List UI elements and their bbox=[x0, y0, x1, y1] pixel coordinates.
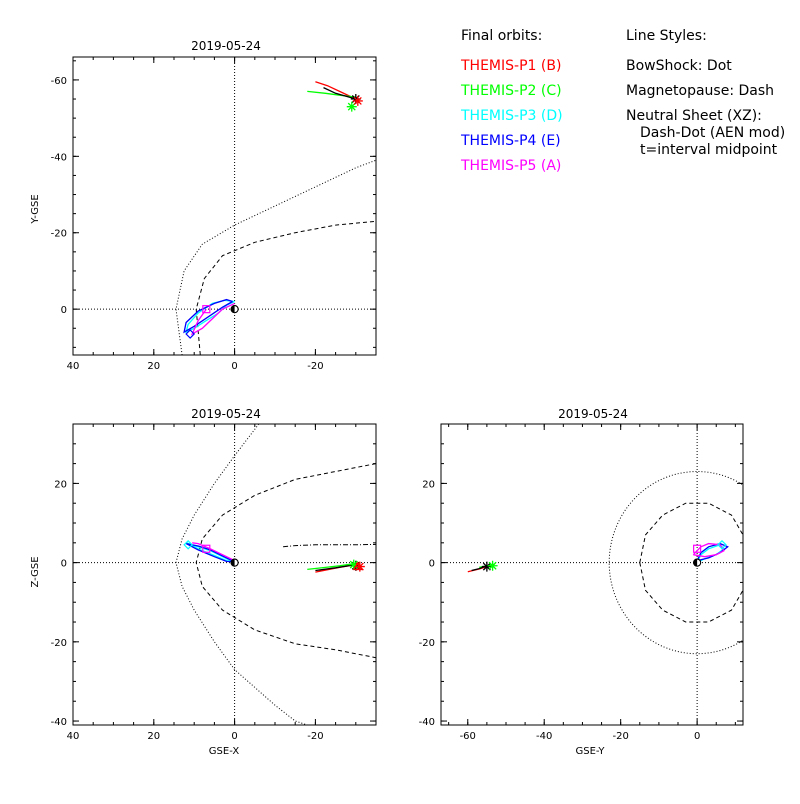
panel-xy-plot: 40 20 0 -20 0 -20 -40 -60 bbox=[51, 56, 377, 372]
x-tick-label: 0 bbox=[231, 361, 237, 372]
legend-entry-p3: THEMIS-P3 (D) bbox=[460, 108, 563, 124]
diamond-marker bbox=[717, 539, 727, 550]
y-tick-label: 0 bbox=[429, 559, 435, 570]
x-tick-label: -20 bbox=[307, 361, 323, 372]
plot-frame bbox=[72, 56, 377, 356]
x-tick-label: 20 bbox=[147, 731, 160, 742]
line-style-magnetopause: Magnetopause: Dash bbox=[626, 83, 774, 99]
y-tick-label: -20 bbox=[419, 638, 435, 649]
bowshock-line bbox=[175, 159, 376, 355]
square-marker bbox=[202, 544, 211, 553]
panel-xz-title: 2019-05-24 bbox=[191, 407, 261, 421]
panel-yz-xlabel: GSE-Y bbox=[576, 746, 606, 757]
earth-night-side bbox=[231, 305, 235, 313]
plot-content bbox=[73, 424, 376, 725]
diamond-marker bbox=[185, 329, 196, 339]
star-marker bbox=[481, 561, 492, 572]
x-tick-label: -20 bbox=[307, 731, 323, 742]
plot-frame bbox=[72, 423, 377, 726]
y-tick-label: -20 bbox=[51, 638, 67, 649]
neutral-sheet-line bbox=[283, 543, 376, 548]
y-tick-label: 20 bbox=[54, 479, 67, 490]
panel-xz: 2019-05-24 Z-GSE GSE-X 40 20 0 -20 -40 -20 0 20 bbox=[30, 407, 377, 757]
panel-xy: 2019-05-24 Y-GSE 40 20 0 -20 0 -20 -40 -60 bbox=[30, 39, 377, 372]
line-style-dash-dot: Dash-Dot (AEN mod) bbox=[640, 125, 785, 141]
line-style-bowshock: BowShock: Dot bbox=[626, 58, 732, 74]
line-styles-title: Line Styles: bbox=[626, 28, 707, 44]
legend-entry-p5: THEMIS-P5 (A) bbox=[460, 158, 561, 174]
legend-entry-p4: THEMIS-P4 (E) bbox=[460, 133, 561, 149]
orbit-line-p5 bbox=[692, 542, 725, 558]
plot-content bbox=[441, 424, 743, 725]
plot-content bbox=[73, 57, 376, 355]
x-tick-label: 0 bbox=[231, 731, 237, 742]
panel-xy-title: 2019-05-24 bbox=[191, 39, 261, 53]
star-marker bbox=[348, 559, 359, 570]
legend-entry-p1: THEMIS-P1 (B) bbox=[460, 58, 561, 74]
panel-yz-title: 2019-05-24 bbox=[558, 407, 628, 421]
y-tick-label: -20 bbox=[51, 229, 67, 240]
orbit-track-black bbox=[323, 87, 356, 100]
line-styles-legend: Line Styles: BowShock: Dot Magnetopause:… bbox=[626, 28, 785, 158]
plot-frame bbox=[440, 423, 744, 726]
y-tick-label: 20 bbox=[422, 479, 435, 490]
magnetopause-line bbox=[195, 463, 376, 659]
x-tick-label: -60 bbox=[460, 731, 476, 742]
square-marker bbox=[693, 544, 702, 553]
panel-xz-ylabel: Z-GSE bbox=[30, 556, 41, 587]
panel-xy-ylabel: Y-GSE bbox=[30, 194, 41, 224]
line-style-neutral-sheet: Neutral Sheet (XZ): bbox=[626, 108, 762, 124]
triangle-marker bbox=[352, 561, 363, 571]
x-tick-label: 40 bbox=[67, 731, 80, 742]
square-marker bbox=[202, 305, 211, 314]
star-marker bbox=[487, 560, 498, 571]
bowshock-line bbox=[175, 424, 308, 725]
x-tick-label: -40 bbox=[536, 731, 552, 742]
panel-xz-xlabel: GSE-X bbox=[209, 746, 240, 757]
y-tick-label: -40 bbox=[51, 717, 67, 728]
legend-entry-p2: THEMIS-P2 (C) bbox=[460, 83, 562, 99]
orbit-line-p4 bbox=[696, 542, 729, 562]
orbit-line-p5 bbox=[190, 302, 235, 336]
star-marker bbox=[346, 101, 357, 112]
star-marker bbox=[352, 95, 363, 106]
orbit-track-black bbox=[315, 563, 356, 572]
y-tick-label: -40 bbox=[51, 152, 67, 163]
legend-title: Final orbits: bbox=[461, 28, 542, 44]
magnetopause-arc-lower bbox=[639, 562, 743, 623]
x-tick-label: 40 bbox=[67, 361, 80, 372]
y-tick-label: -40 bbox=[419, 717, 435, 728]
panel-yz-plot: -60 -40 -20 0 -40 -20 0 20 bbox=[419, 423, 744, 742]
y-tick-label: 0 bbox=[61, 559, 67, 570]
x-tick-label: 0 bbox=[694, 731, 700, 742]
line-style-midpoint: t=interval midpoint bbox=[640, 142, 778, 158]
y-tick-label: 0 bbox=[61, 305, 67, 316]
x-tick-label: -20 bbox=[612, 731, 628, 742]
y-tick-label: -60 bbox=[51, 76, 67, 87]
earth-night-side bbox=[231, 559, 235, 567]
x-tick-label: 20 bbox=[147, 361, 160, 372]
magnetopause-line bbox=[195, 220, 376, 355]
panel-yz: 2019-05-24 GSE-Y -60 -40 -20 0 -40 -20 0 20 bbox=[419, 407, 744, 757]
earth-night-side bbox=[693, 559, 698, 567]
magnetopause-arc-upper bbox=[639, 502, 743, 563]
orbit-line-p2 bbox=[307, 562, 356, 571]
panel-xz-plot: 40 20 0 -20 -40 -20 0 20 bbox=[51, 423, 377, 742]
orbit-line-p1 bbox=[315, 81, 357, 100]
orbit-line-p4 bbox=[183, 298, 233, 334]
orbit-legend: Final orbits: THEMIS-P1 (B) THEMIS-P2 (C… bbox=[460, 28, 563, 174]
orbit-line-p2 bbox=[307, 90, 356, 98]
diamond-marker bbox=[183, 539, 193, 550]
